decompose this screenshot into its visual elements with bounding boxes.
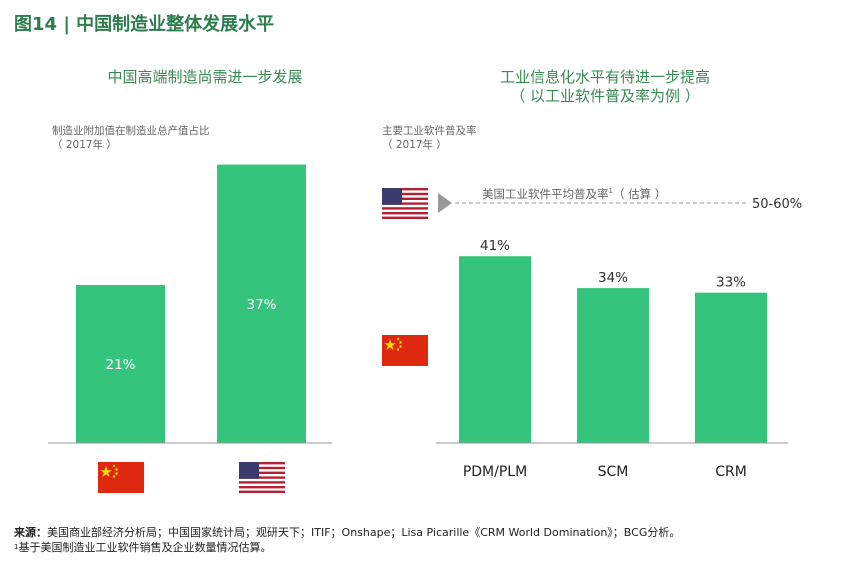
usa-average-value: 50-60% [752, 197, 802, 212]
figure-title: 图14 | 中国制造业整体发展水平 [14, 14, 275, 35]
left-chart-title: 中国高端制造尚需进一步发展 [40, 68, 370, 87]
left-value-label-1: 37% [246, 297, 276, 313]
left-bar-0 [76, 284, 165, 443]
right-value-label-0: 41% [480, 238, 510, 254]
left-axis-note-year: （ 2017年 ） [52, 139, 117, 151]
footer-note-text: 基于美国制造业工业软件销售及企业数量情况估算。 [18, 541, 272, 554]
arrow-right-icon [438, 193, 452, 213]
usa-average-label: 美国工业软件平均普及率1（ 估算 ） [482, 187, 666, 201]
footer: 来源：美国商业部经济分析局；中国国家统计局；观研天下；ITIF；Onshape；… [14, 525, 680, 555]
right-axis-note-year: （ 2017年 ） [382, 139, 447, 151]
right-axis-note: 主要工业软件普及率 （ 2017年 ） [382, 124, 477, 152]
footer-note-mark: 1 [14, 543, 19, 551]
usa-average-footnote-mark: 1 [609, 187, 613, 195]
left-axis-note-text: 制造业附加值在制造业总产值占比 [52, 125, 210, 137]
china-flag-right-icon [382, 335, 428, 366]
footer-source: 来源：美国商业部经济分析局；中国国家统计局；观研天下；ITIF；Onshape；… [14, 525, 680, 540]
right-category-label-2: CRM [715, 464, 747, 480]
china-flag-icon [98, 462, 144, 493]
left-bar-group: 21% 37% [76, 164, 306, 443]
right-chart-subtitle: （ 以工业软件普及率为例 ） [510, 87, 700, 105]
footer-source-text: 美国商业部经济分析局；中国国家统计局；观研天下；ITIF；Onshape；Lis… [47, 526, 681, 539]
right-bar-0 [459, 256, 531, 443]
right-category-label-1: SCM [598, 464, 629, 480]
footer-note: 1基于美国制造业工业软件销售及企业数量情况估算。 [14, 540, 680, 555]
right-bar-group: 41% PDM/PLM 34% SCM 33% CRM [459, 238, 767, 480]
right-chart-title-text: 工业信息化水平有待进一步提高 [499, 68, 710, 86]
footer-source-label: 来源： [14, 526, 47, 539]
usa-average-label-text: 美国工业软件平均普及率 [482, 187, 609, 201]
right-value-label-2: 33% [716, 275, 746, 291]
right-chart-title: 工业信息化水平有待进一步提高 （ 以工业软件普及率为例 ） [420, 68, 790, 106]
right-bar-1 [577, 288, 649, 443]
right-value-label-1: 34% [598, 270, 628, 286]
left-bar-1 [217, 164, 306, 443]
right-axis-note-text: 主要工业软件普及率 [382, 125, 477, 137]
left-chart-title-text: 中国高端制造尚需进一步发展 [107, 68, 303, 86]
right-category-label-0: PDM/PLM [463, 464, 527, 480]
usa-flag-icon [239, 462, 285, 493]
left-axis-note: 制造业附加值在制造业总产值占比 （ 2017年 ） [52, 124, 210, 152]
usa-flag-right-icon [382, 188, 428, 219]
usa-average-label-suffix: （ 估算 ） [613, 187, 666, 201]
right-bar-2 [695, 292, 767, 443]
left-value-label-0: 21% [105, 357, 135, 373]
